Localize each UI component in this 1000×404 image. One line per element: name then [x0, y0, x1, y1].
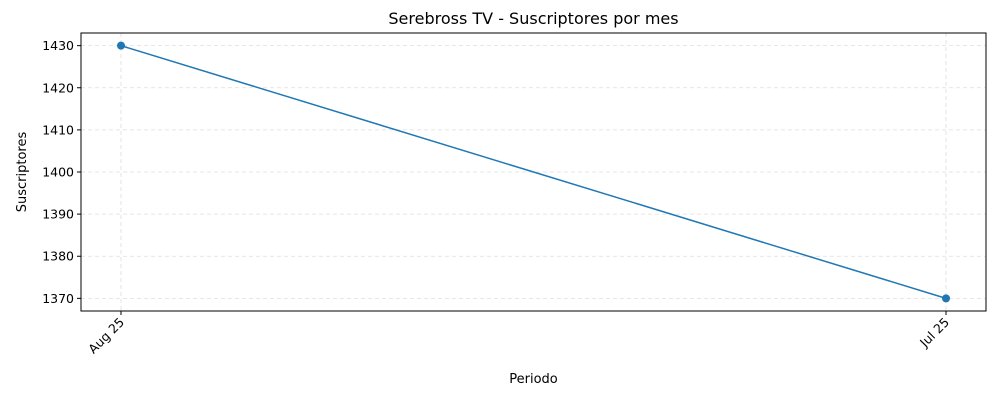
y-tick-label: 1420 [42, 80, 74, 95]
x-axis-label: Periodo [509, 372, 558, 387]
y-tick-label: 1400 [42, 165, 74, 180]
ticks: 1370 1380 1390 1400 1410 1420 1430 Aug 25 Jul 25 [42, 38, 952, 356]
data-point [117, 41, 125, 50]
y-tick-label: 1430 [42, 38, 74, 53]
y-tick-label: 1380 [42, 249, 74, 264]
chart-title: Serebross TV - Suscriptores por mes [388, 9, 678, 28]
x-tick-label: Aug 25 [85, 315, 127, 357]
grid [81, 33, 986, 311]
data-point [942, 294, 950, 303]
y-tick-label: 1410 [42, 122, 74, 137]
series-layer [117, 41, 950, 303]
y-axis-label: Suscriptores [15, 132, 30, 213]
y-tick-label: 1370 [42, 291, 74, 306]
y-tick-label: 1390 [42, 207, 74, 222]
x-tick-label: Jul 25 [916, 315, 952, 351]
series-line [120, 44, 947, 300]
